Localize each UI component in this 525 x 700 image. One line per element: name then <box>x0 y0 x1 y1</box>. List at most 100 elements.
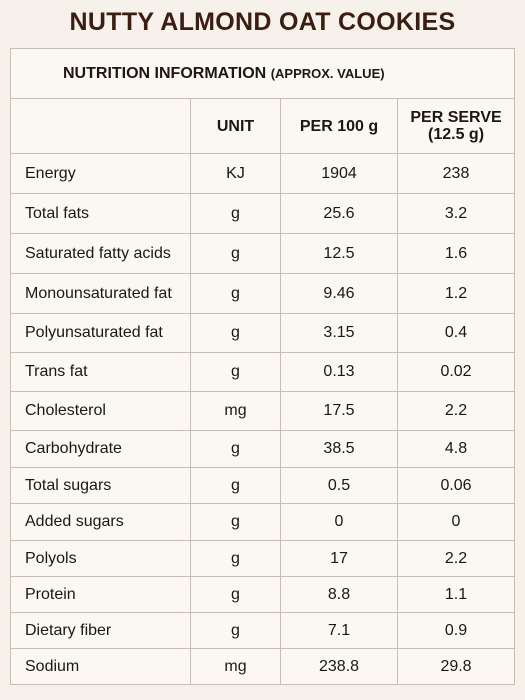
header-cell <box>10 98 191 154</box>
table-cell: g <box>190 540 281 577</box>
table-cell: 3.2 <box>396 193 516 234</box>
nutrient-name: Dietary fiber <box>25 621 112 639</box>
table-cell: 25.6 <box>280 193 398 234</box>
table-cell: Added sugars <box>10 503 191 541</box>
nutrient-name: Trans fat <box>25 363 88 380</box>
table-cell: 1904 <box>280 153 398 194</box>
nutrient-name: Polyols <box>25 549 77 567</box>
per-100g: 3.15 <box>323 324 355 341</box>
table-cell: 17 <box>280 540 398 577</box>
table-cell: Total fats <box>10 193 191 234</box>
table-cell: Sodium <box>10 648 191 685</box>
table-cell: 2.2 <box>396 540 516 577</box>
per-serve: 0.4 <box>444 324 468 341</box>
title-row: NUTRITION INFORMATION (APPROX. VALUE) <box>9 48 516 99</box>
per-serve: 1.2 <box>444 284 468 302</box>
table-cell: g <box>190 313 281 353</box>
unit: g <box>231 324 240 341</box>
table-cell: g <box>190 612 281 649</box>
table-cell: g <box>190 467 281 504</box>
table-cell: g <box>190 503 281 541</box>
table-cell: 1.1 <box>396 576 516 613</box>
per-serve: 238 <box>442 164 470 182</box>
table-cell: Energy <box>10 153 191 194</box>
unit: g <box>231 549 240 567</box>
unit: g <box>231 204 240 222</box>
table-cell: 0 <box>280 503 398 541</box>
per-100g: 17.5 <box>323 402 355 419</box>
nutrient-name: Carbohydrate <box>25 440 122 457</box>
nutrient-row: Total sugars g 0.5 0.06 <box>10 467 516 504</box>
table-cell: 1.2 <box>396 273 516 314</box>
per-100g: 17 <box>330 549 348 567</box>
nutrition-table: NUTRITION INFORMATION (APPROX. VALUE) UN… <box>9 48 516 685</box>
table-cell: Saturated fatty acids <box>10 233 191 274</box>
table-body: NUTRITION INFORMATION (APPROX. VALUE) UN… <box>9 48 516 685</box>
unit: g <box>231 440 240 457</box>
per-100g: 0.5 <box>327 476 351 494</box>
per-serve: 1.1 <box>444 585 468 603</box>
table-cell: g <box>190 352 281 392</box>
table-cell: g <box>190 233 281 274</box>
per-serve: 4.8 <box>444 440 468 457</box>
table-cell: g <box>190 273 281 314</box>
header-cell: PER SERVE (12.5 g) <box>396 98 516 154</box>
nutrient-row: Cholesterol mg 17.5 2.2 <box>10 391 516 431</box>
table-cell: 8.8 <box>280 576 398 613</box>
table-cell: 238 <box>396 153 516 194</box>
header-cell: PER 100 g <box>280 98 398 154</box>
nutrient-name: Cholesterol <box>25 402 106 419</box>
table-cell: 9.46 <box>280 273 398 314</box>
table-cell: Polyols <box>10 540 191 577</box>
nutrient-name: Total fats <box>25 204 90 222</box>
table-cell: 0.4 <box>396 313 516 353</box>
table-cell: Total sugars <box>10 467 191 504</box>
nutrient-row: Sodium mg 238.8 29.8 <box>10 648 516 685</box>
nutrient-row: Total fats g 25.6 3.2 <box>10 193 516 234</box>
unit: g <box>231 476 240 494</box>
table-note: (APPROX. VALUE) <box>270 65 385 81</box>
table-cell: 29.8 <box>396 648 516 685</box>
per-100g: 0.13 <box>323 363 355 380</box>
per-100g: 0 <box>334 513 344 530</box>
nutrient-name: Added sugars <box>25 513 124 530</box>
table-title: NUTRITION INFORMATION <box>63 64 267 82</box>
table-cell: Protein <box>10 576 191 613</box>
table-cell: 0 <box>396 503 516 541</box>
nutrient-name: Total sugars <box>25 476 112 494</box>
per-serve: 2.2 <box>444 402 468 419</box>
per-serve: 3.2 <box>444 204 468 222</box>
unit: g <box>231 363 240 380</box>
nutrient-row: Polyunsaturated fat g 3.15 0.4 <box>10 313 516 353</box>
table-cell: g <box>190 576 281 613</box>
nutrient-name: Sodium <box>25 657 80 675</box>
header-cell: UNIT <box>190 98 281 154</box>
per-100g: 7.1 <box>327 621 351 639</box>
per-100g: 8.8 <box>327 585 351 603</box>
page-title: NUTTY ALMOND OAT COOKIES <box>69 8 456 36</box>
nutrient-row: Polyols g 17 2.2 <box>10 540 516 577</box>
nutrient-name: Saturated fatty acids <box>25 244 171 262</box>
table-title-cell: NUTRITION INFORMATION (APPROX. VALUE) <box>9 48 516 99</box>
table-cell: 7.1 <box>280 612 398 649</box>
table-cell: 17.5 <box>280 391 398 431</box>
table-cell: 4.8 <box>396 430 516 468</box>
per-serve: 0 <box>451 513 461 530</box>
header-per-100g: PER 100 g <box>299 117 379 135</box>
table-cell: Polyunsaturated fat <box>10 313 191 353</box>
table-cell: 238.8 <box>280 648 398 685</box>
table-cell: Dietary fiber <box>10 612 191 649</box>
table-cell: 12.5 <box>280 233 398 274</box>
table-cell: Monounsaturated fat <box>10 273 191 314</box>
nutrient-row: Dietary fiber g 7.1 0.9 <box>10 612 516 649</box>
nutrient-name: Protein <box>25 585 76 603</box>
per-100g: 1904 <box>321 164 357 182</box>
table-cell: 0.02 <box>396 352 516 392</box>
table-cell: g <box>190 193 281 234</box>
nutrient-row: Saturated fatty acids g 12.5 1.6 <box>10 233 516 274</box>
table-cell: Cholesterol <box>10 391 191 431</box>
table-cell: 1.6 <box>396 233 516 274</box>
table-cell: 3.15 <box>280 313 398 353</box>
unit: g <box>231 513 240 530</box>
